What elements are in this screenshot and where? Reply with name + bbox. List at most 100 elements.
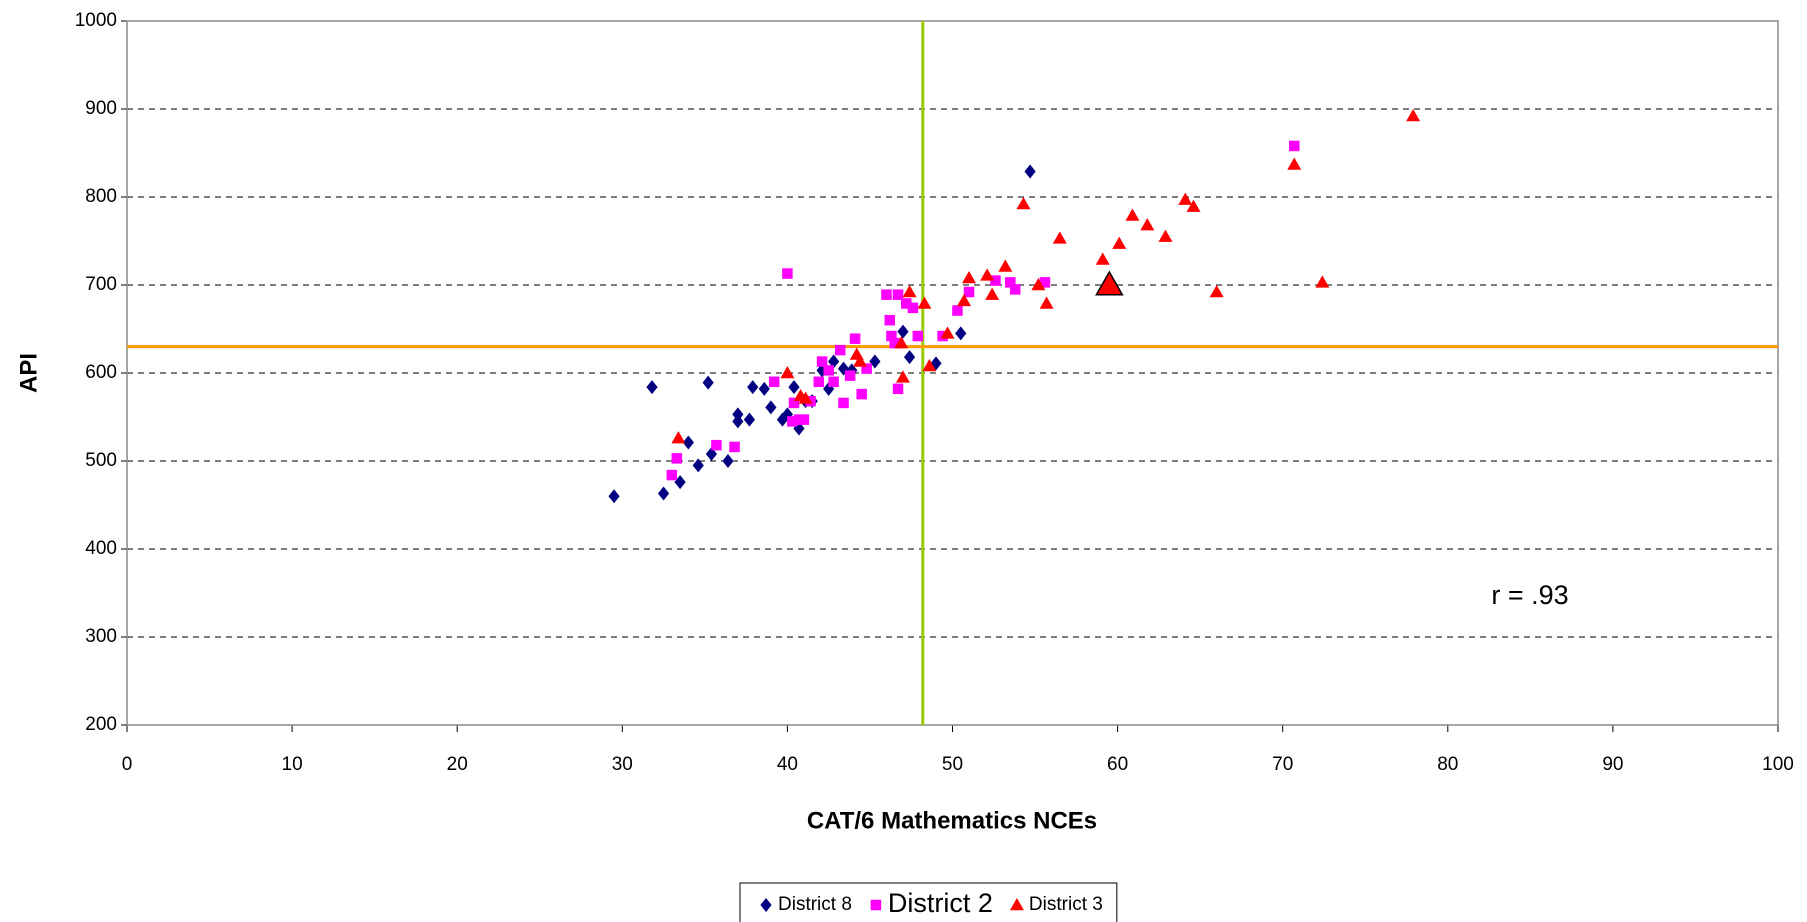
point [912,330,924,342]
point [1289,140,1300,152]
legend-label: District 2 [888,888,993,918]
x-tick-label: 60 [1107,754,1128,775]
x-tick-label: 80 [1437,754,1458,775]
point [990,275,1001,286]
y-tick-label: 400 [85,538,117,559]
point [702,375,714,390]
point [1112,236,1127,249]
point [828,354,840,369]
x-tick-label: 20 [447,754,468,775]
point [657,486,670,501]
point [869,354,881,369]
point [798,391,813,404]
point [743,412,756,427]
point [780,366,795,379]
point [671,453,683,464]
point [1024,164,1036,179]
point [1140,218,1155,231]
point [711,439,722,451]
point [813,376,825,388]
point [980,268,995,281]
point [732,414,744,429]
point [782,268,793,279]
point [1039,296,1054,309]
point [608,489,620,504]
point [788,380,800,395]
point [816,356,828,367]
point [1052,231,1067,244]
legend: District 8 District 2 District 3 [739,882,1118,922]
y-axis-title: API [15,353,42,393]
y-tick-label: 200 [85,714,117,735]
point [1287,157,1302,170]
x-tick-label: 10 [282,754,303,775]
point [952,305,963,316]
x-tick-label: 0 [122,754,133,775]
point [671,431,686,444]
legend-label: District 3 [1029,894,1103,915]
legend-box [739,882,1118,922]
point [844,370,856,381]
point [798,414,810,425]
point [903,350,916,365]
point [1095,270,1124,296]
point [768,376,780,388]
y-tick-label: 1000 [75,10,117,31]
point [1095,252,1110,265]
point [957,293,972,307]
legend-marker [760,898,772,912]
point [1031,278,1046,291]
point [962,270,977,284]
point [884,314,896,326]
point [1406,109,1421,122]
point [922,358,937,372]
x-tick-label: 70 [1272,754,1293,775]
point [646,380,658,395]
point [985,287,1000,300]
point [828,376,839,388]
point [1005,277,1016,288]
point [787,416,798,427]
point [1016,197,1031,210]
point [955,326,967,341]
point [902,285,917,298]
point [861,363,872,374]
y-tick-label: 300 [85,626,117,647]
point [674,475,686,490]
point [853,354,868,367]
point [705,446,718,461]
plot-frame [126,20,1779,726]
point [897,324,909,339]
point [892,289,904,300]
point [823,381,835,396]
point [895,370,910,383]
point [823,365,834,376]
y-tick-label: 800 [85,186,117,207]
point [758,381,770,396]
point [849,333,861,344]
x-tick-label: 100 [1762,754,1794,775]
point [692,458,704,473]
x-axis-title: CAT/6 Mathematics NCEs [807,807,1097,834]
point [729,441,740,453]
point [998,259,1013,272]
point [940,326,955,339]
point [1209,285,1224,298]
point [907,302,919,314]
legend-label: District 8 [778,894,852,915]
point [722,454,734,468]
x-tick-label: 90 [1602,754,1623,775]
point [892,383,904,395]
point [838,397,849,409]
x-tick-label: 30 [612,754,633,775]
point [881,289,892,300]
y-tick-label: 600 [85,362,117,383]
point [1186,199,1201,212]
point [682,435,694,450]
point [886,330,897,342]
point [1315,275,1330,288]
point [666,469,678,481]
point [1009,284,1021,295]
